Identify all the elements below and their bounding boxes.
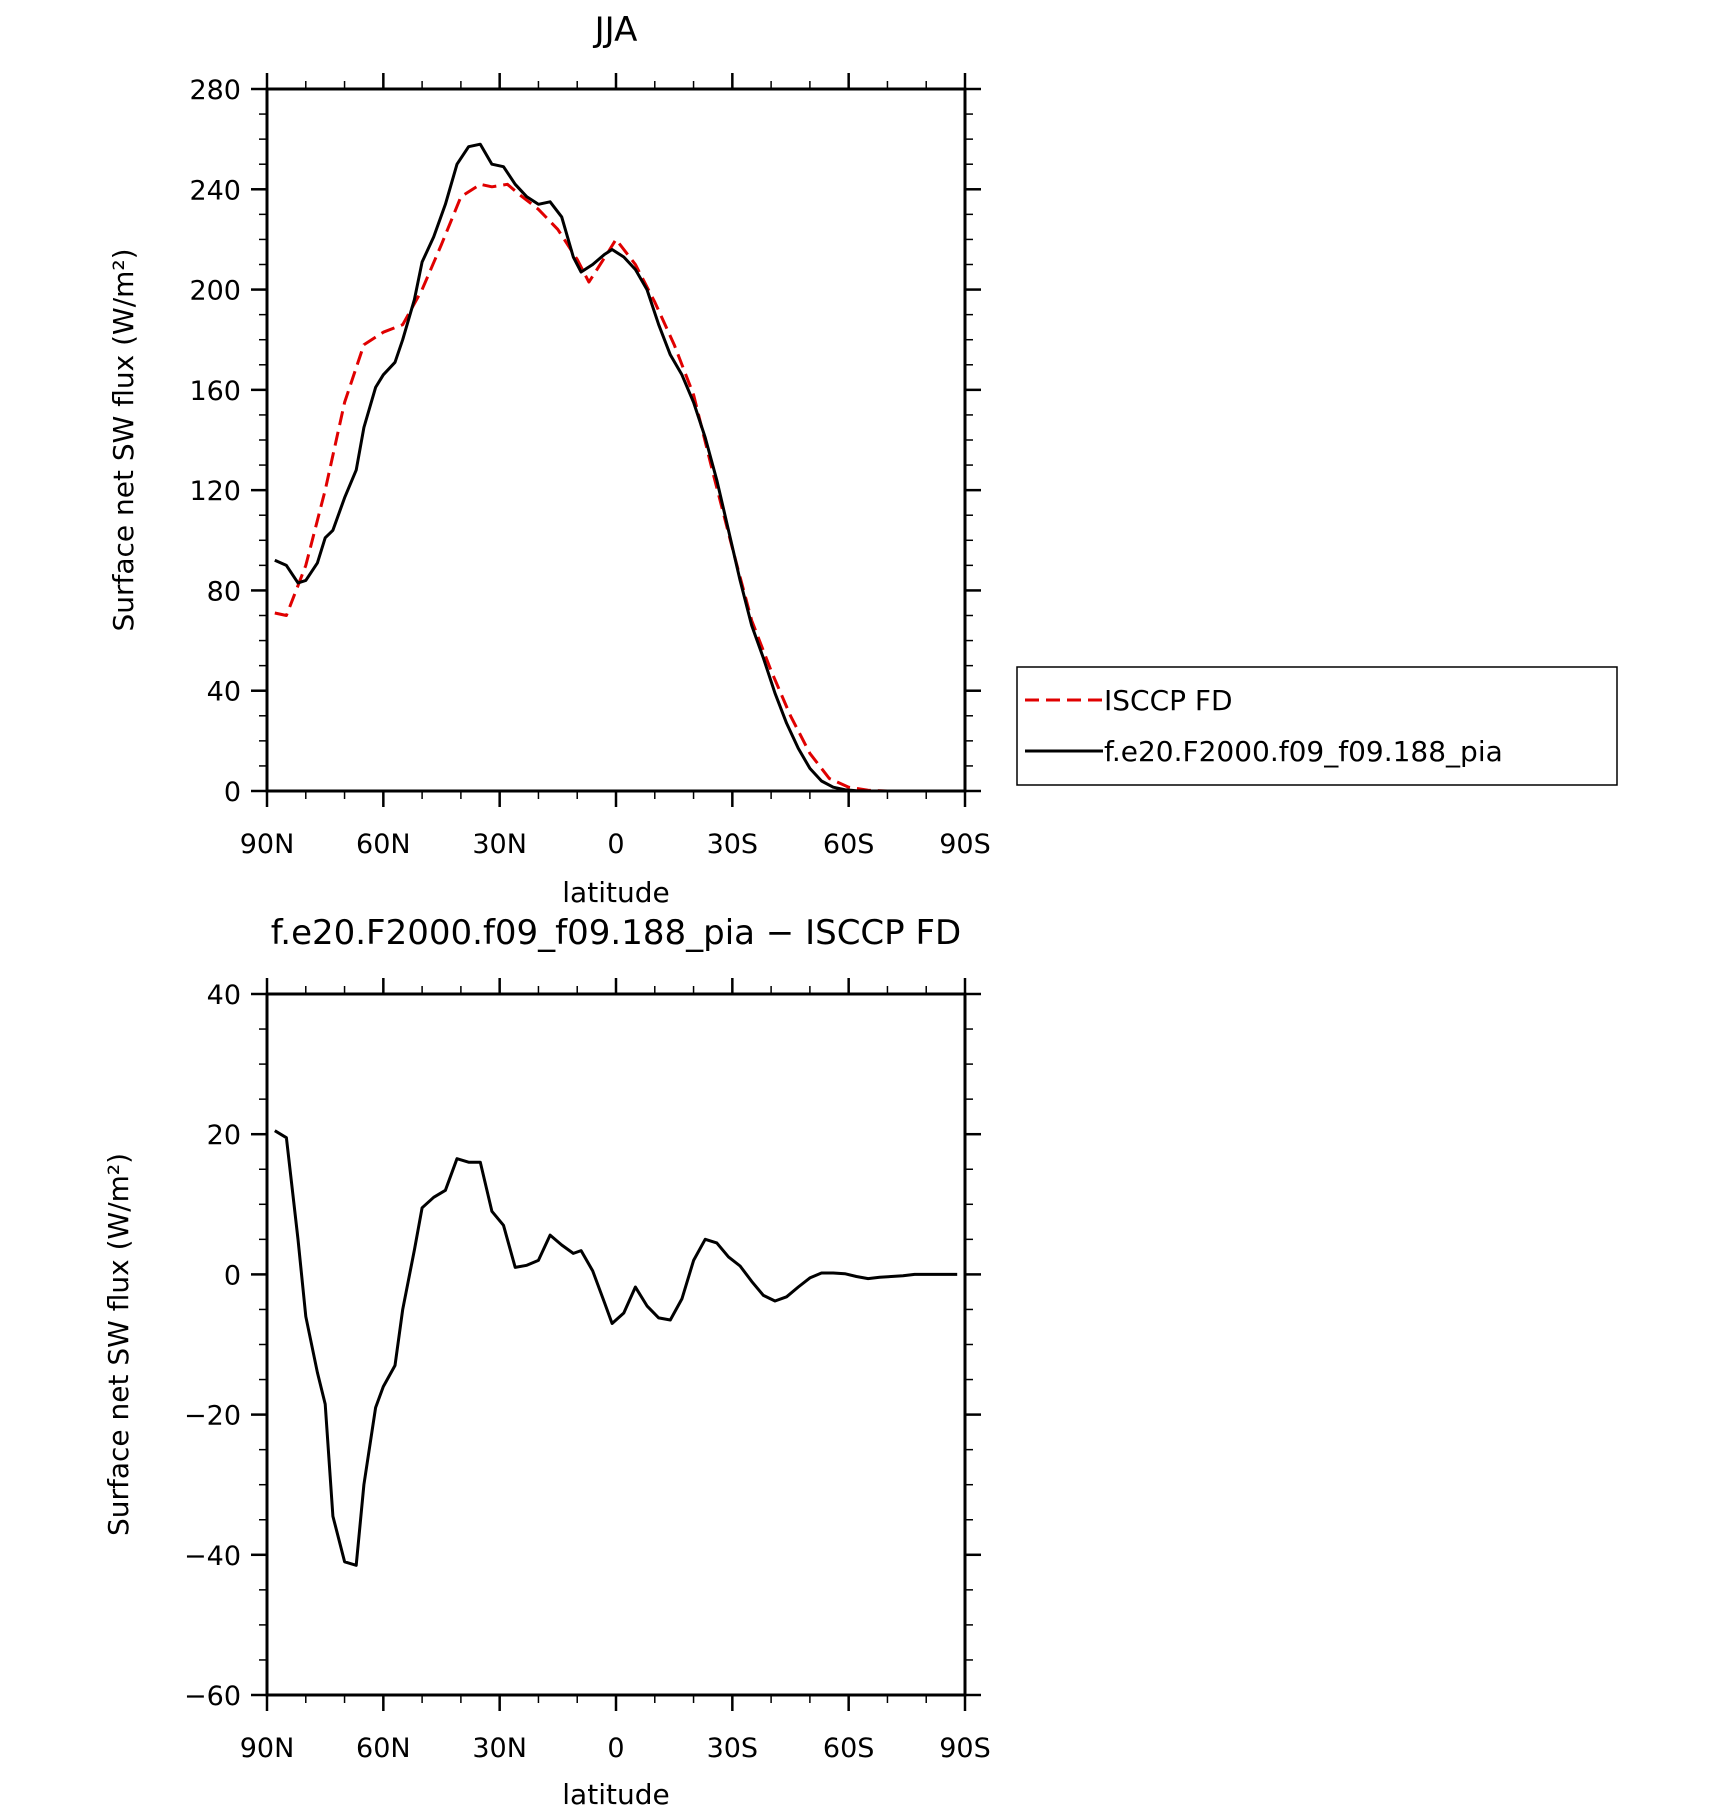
chart-title: f.e20.F2000.f09_f09.188_pia − ISCCP FD: [271, 913, 961, 953]
x-tick-label: 60S: [823, 1733, 875, 1764]
plot-frame: [265, 87, 967, 793]
chart-title: JJA: [593, 10, 638, 50]
x-tick-label: 90N: [240, 829, 295, 860]
chart-2: −60 −40 −20 0 20 40 90N 60N 30N 0 30S 60S 90S latitud…: [102, 913, 991, 1811]
x-tick-label: 30N: [472, 1733, 527, 1764]
x-tick-label: 60N: [356, 1733, 411, 1764]
series-line-1: [274, 1129, 958, 1567]
legend: ISCCP FD f.e20.F2000.f09_f09.188_pia: [1016, 666, 1618, 786]
y-axis-title: Surface net SW flux (W/m²): [102, 1153, 135, 1536]
x-tick-label: 90S: [939, 1733, 991, 1764]
legend-label-1: ISCCP FD: [1104, 684, 1233, 717]
y-tick-label: −20: [184, 1401, 241, 1432]
y-tick-label: 120: [189, 476, 241, 507]
x-tick-label: 0: [607, 1733, 624, 1764]
y-tick-label: 160: [189, 376, 241, 407]
plot-frame: [265, 992, 967, 1697]
x-tick-label: 60S: [823, 829, 875, 860]
y-tick-label: 40: [207, 980, 241, 1011]
y-tick-label: 280: [189, 75, 241, 106]
chart-1: 0 40 80 120 160 200 240 280 90N 60N 30N 0 30S 60S 90S l…: [107, 10, 1618, 909]
x-tick-label: 0: [607, 829, 624, 860]
y-tick-label: 0: [224, 1260, 241, 1291]
x-axis-title: latitude: [562, 1778, 669, 1811]
x-axis-title: latitude: [562, 876, 669, 909]
y-tick-label: 40: [207, 677, 241, 708]
x-tick-label: 60N: [356, 829, 411, 860]
y-axis-title: Surface net SW flux (W/m²): [107, 248, 140, 631]
y-tick-label: 0: [224, 777, 241, 808]
y-tick-label: −60: [184, 1681, 241, 1712]
series-line-1: [274, 182, 958, 793]
y-tick-label: −40: [184, 1541, 241, 1572]
x-tick-label: 30S: [707, 829, 759, 860]
x-tick-label: 90N: [240, 1733, 295, 1764]
series-line-2: [274, 142, 958, 793]
x-tick-label: 30S: [707, 1733, 759, 1764]
x-tick-label: 90S: [939, 829, 991, 860]
y-tick-label: 80: [207, 576, 241, 607]
legend-label-2: f.e20.F2000.f09_f09.188_pia: [1104, 735, 1503, 768]
legend-box: [1016, 666, 1618, 786]
y-tick-label: 200: [189, 276, 241, 307]
y-tick-label: 20: [207, 1120, 241, 1151]
y-tick-label: 240: [189, 175, 241, 206]
x-tick-label: 30N: [472, 829, 527, 860]
